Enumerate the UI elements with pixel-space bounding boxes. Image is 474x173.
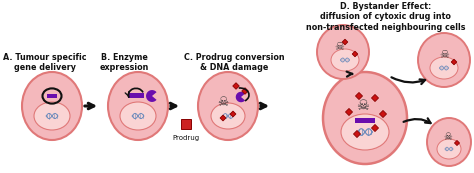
Wedge shape: [236, 92, 245, 102]
Ellipse shape: [430, 57, 458, 79]
Polygon shape: [354, 130, 361, 138]
Polygon shape: [451, 59, 457, 65]
Ellipse shape: [108, 72, 168, 140]
Polygon shape: [220, 115, 226, 121]
Wedge shape: [146, 90, 156, 102]
Bar: [355, 117, 375, 122]
Text: ☠: ☠: [334, 42, 344, 52]
Polygon shape: [356, 93, 363, 99]
Text: B. Enzyme
expression: B. Enzyme expression: [100, 53, 149, 72]
Polygon shape: [342, 39, 348, 45]
Ellipse shape: [437, 139, 461, 159]
Text: Prodrug: Prodrug: [173, 135, 200, 141]
Polygon shape: [372, 125, 379, 131]
Polygon shape: [230, 111, 236, 117]
Text: D. Bystander Effect:
diffusion of cytoxic drug into
non-transfected neighbouring: D. Bystander Effect: diffusion of cytoxi…: [306, 2, 465, 32]
Ellipse shape: [22, 72, 82, 140]
Polygon shape: [380, 111, 386, 117]
Ellipse shape: [120, 102, 156, 130]
Ellipse shape: [323, 72, 407, 164]
Polygon shape: [233, 83, 239, 89]
Ellipse shape: [427, 118, 471, 166]
Polygon shape: [352, 51, 358, 57]
Bar: [47, 94, 57, 98]
Polygon shape: [346, 108, 353, 116]
Polygon shape: [455, 140, 459, 145]
Ellipse shape: [418, 33, 470, 87]
Text: ☠: ☠: [444, 132, 452, 142]
Bar: [128, 93, 144, 98]
Text: A. Tumour specific
gene delivery: A. Tumour specific gene delivery: [3, 53, 86, 72]
Text: ☠: ☠: [356, 99, 369, 113]
Ellipse shape: [198, 72, 258, 140]
Text: ☠: ☠: [439, 50, 449, 60]
Ellipse shape: [331, 49, 359, 71]
Polygon shape: [372, 94, 379, 102]
Ellipse shape: [34, 102, 70, 130]
Ellipse shape: [211, 103, 245, 129]
Ellipse shape: [341, 114, 389, 150]
Polygon shape: [242, 88, 248, 94]
Text: ☠: ☠: [218, 95, 228, 108]
Text: C. Prodrug conversion
& DNA damage: C. Prodrug conversion & DNA damage: [184, 53, 284, 72]
Bar: [181, 119, 191, 129]
Ellipse shape: [317, 25, 369, 79]
